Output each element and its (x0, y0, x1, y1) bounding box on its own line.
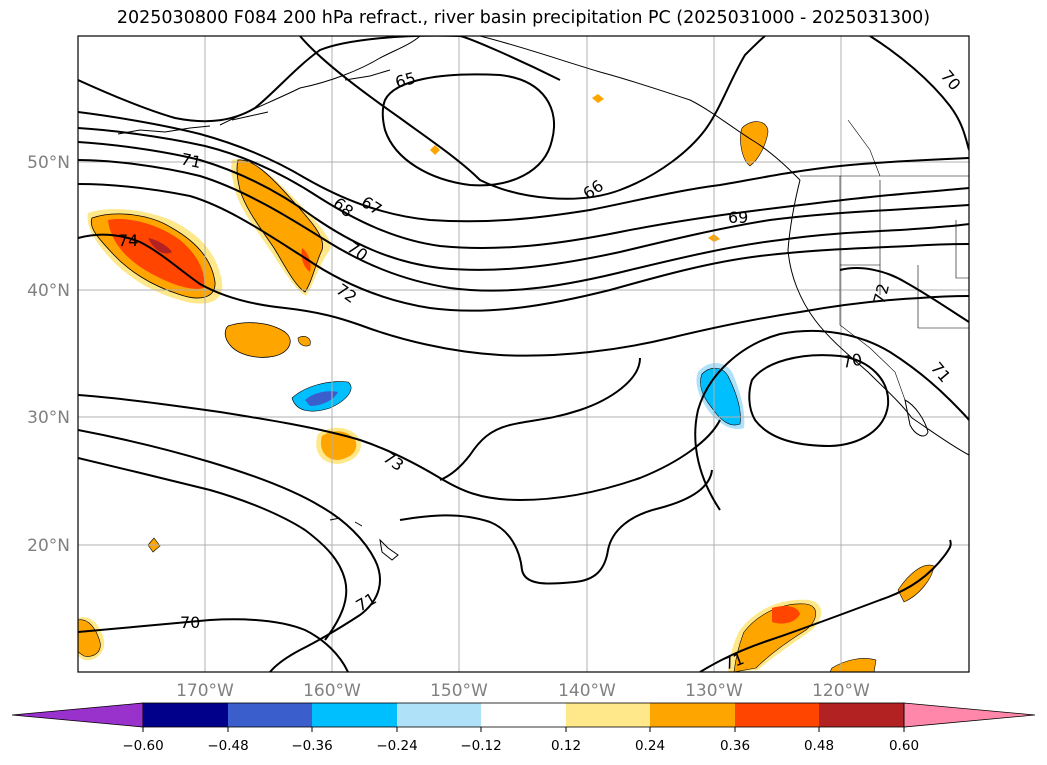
contour-label: 70 (840, 350, 863, 372)
coastlines (117, 36, 969, 561)
refractivity-contours (78, 36, 969, 672)
colorbar-tick-label: 0.60 (889, 738, 919, 754)
contour-label: 65 (393, 68, 418, 92)
lat-label-20n: 20°N (27, 536, 70, 556)
lat-label-40n: 40°N (27, 281, 70, 301)
lat-label-30n: 30°N (27, 408, 70, 428)
contour-label: 71 (721, 649, 747, 674)
colorbar-extend-right (903, 702, 1036, 728)
map-frame (77, 35, 970, 673)
colorbar-segment (650, 703, 735, 727)
lon-label-120w: 120°W (812, 681, 870, 701)
lon-label-170w: 170°W (176, 681, 234, 701)
lon-label-140w: 140°W (558, 681, 616, 701)
contour-label: 69 (728, 208, 748, 227)
colorbar-segment (228, 703, 312, 727)
map-title: 2025030800 F084 200 hPa refract., river … (116, 8, 931, 28)
latitude-labels: 50°N 40°N 30°N 20°N (27, 153, 70, 556)
colorbar-tick-label: 0.24 (635, 738, 665, 754)
contour-label: 72 (870, 281, 894, 306)
colorbar-tick-label: 0.48 (804, 738, 834, 754)
lat-label-50n: 50°N (27, 153, 70, 173)
longitude-labels: 170°W 160°W 150°W 140°W 130°W 120°W (176, 681, 870, 701)
contour-label: 74 (118, 231, 138, 250)
colorbar-segment (735, 703, 819, 727)
colorbar-tick-label: 0.36 (720, 738, 750, 754)
colorbar-tick-label: −0.48 (207, 738, 248, 754)
colorbar: −0.60 −0.48 −0.36 −0.24 −0.12 0.12 0.24 … (11, 702, 1036, 754)
lon-label-130w: 130°W (685, 681, 743, 701)
lon-label-160w: 160°W (303, 681, 361, 701)
map-area (78, 36, 969, 672)
colorbar-segment (143, 703, 228, 727)
precipitation-shading (78, 94, 935, 672)
colorbar-tick-label: −0.36 (291, 738, 332, 754)
contour-label: 71 (179, 149, 203, 172)
colorbar-ticks (142, 727, 905, 732)
colorbar-segment (312, 703, 397, 727)
contour-label: 70 (180, 613, 200, 632)
lon-label-150w: 150°W (430, 681, 488, 701)
colorbar-segment (819, 703, 904, 727)
colorbar-tick-label: −0.60 (122, 738, 163, 754)
colorbar-segment (397, 703, 481, 727)
colorbar-tick-label: −0.12 (460, 738, 501, 754)
colorbar-tick-label: 0.12 (551, 738, 581, 754)
colorbar-segment (481, 703, 566, 727)
colorbar-segment (566, 703, 650, 727)
colorbar-extend-left (11, 702, 144, 728)
colorbar-tick-label: −0.24 (376, 738, 417, 754)
